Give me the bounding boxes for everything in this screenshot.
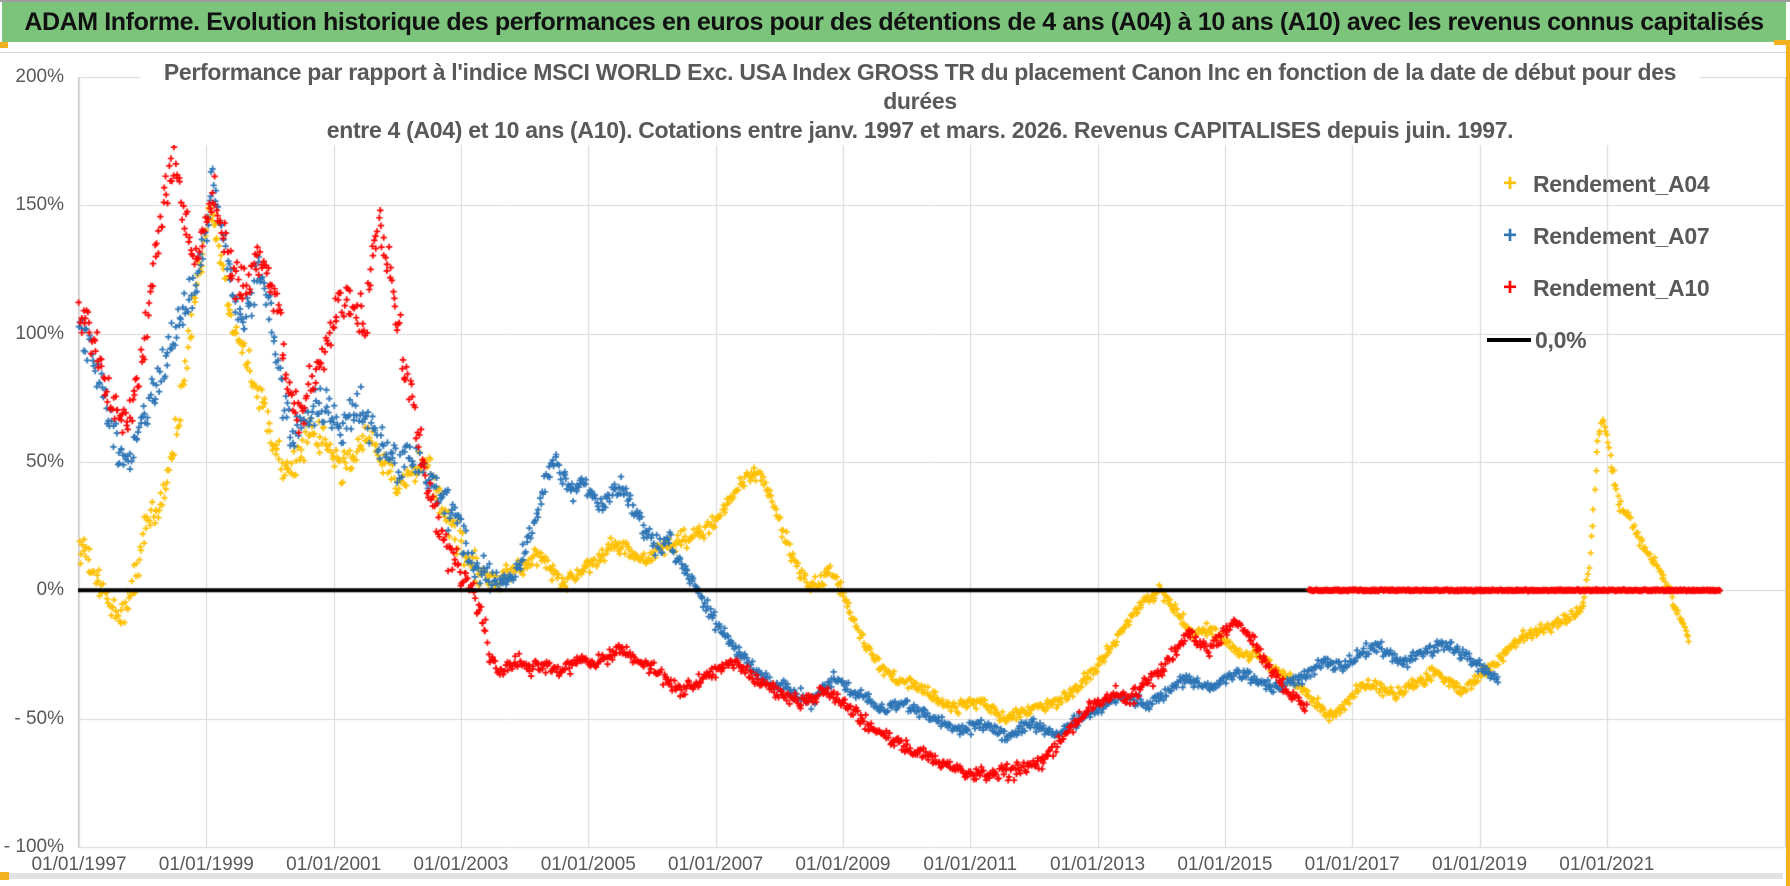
header-bar: ADAM Informe. Evolution historique des p… [2,2,1786,42]
legend-item-zero-line: 0,0% [1487,314,1727,366]
window-top-edge [0,0,1790,2]
x-tick-label: 01/01/2001 [286,854,382,875]
y-tick-label: - 100% [3,836,64,857]
chart-area: Performance par rapport à l'indice MSCI … [0,42,1790,886]
page-title: ADAM Informe. Evolution historique des p… [24,7,1764,36]
y-tick-label: 200% [15,66,64,87]
bottom-scroll-strip [9,873,1783,879]
legend-label: Rendement_A10 [1533,274,1710,301]
x-tick-label: 01/01/2013 [1050,854,1146,875]
legend-item-rendement-a10: + Rendement_A10 [1487,262,1727,314]
plus-marker-icon: + [1502,274,1517,301]
x-tick-label: 01/01/2009 [795,854,891,875]
x-tick-label: 01/01/1999 [158,854,254,875]
x-tick-label: 01/01/1997 [31,854,127,875]
chart-title: Performance par rapport à l'indice MSCI … [140,58,1700,145]
plus-marker-icon: + [1502,222,1517,249]
frame-corner-bottom-left [0,872,9,880]
plus-marker-icon: + [1502,170,1517,197]
x-tick-label: 01/01/2015 [1177,854,1273,875]
y-tick-label: 100% [15,322,64,344]
frame-left-tab [0,42,8,48]
x-tick-label: 01/01/2007 [668,854,764,875]
scatter-plot-canvas [0,42,1790,886]
chart-legend: + Rendement_A04 + Rendement_A07 + Rendem… [1487,158,1727,366]
x-tick-label: 01/01/2017 [1304,854,1400,875]
legend-label: Rendement_A07 [1533,222,1710,249]
legend-label: 0,0% [1535,326,1587,353]
chart-title-line2: entre 4 (A04) et 10 ans (A10). Cotations… [326,117,1514,143]
chart-title-line1: Performance par rapport à l'indice MSCI … [163,59,1677,114]
y-tick-label: 150% [15,194,64,216]
frame-corner-top-right [1774,40,1790,45]
line-marker-icon [1487,338,1531,342]
y-tick-label: 0% [36,579,64,601]
x-tick-label: 01/01/2011 [923,854,1018,875]
legend-item-rendement-a07: + Rendement_A07 [1487,210,1727,262]
y-tick-label: - 50% [14,707,64,729]
frame-right-border [1786,40,1790,886]
legend-item-rendement-a04: + Rendement_A04 [1487,158,1727,210]
y-tick-label: 50% [25,451,64,472]
x-tick-label: 01/01/2003 [413,854,509,875]
x-tick-label: 01/01/2021 [1559,854,1655,875]
x-tick-label: 01/01/2005 [540,854,636,875]
x-tick-label: 01/01/2019 [1431,854,1528,875]
legend-label: Rendement_A04 [1533,170,1710,197]
